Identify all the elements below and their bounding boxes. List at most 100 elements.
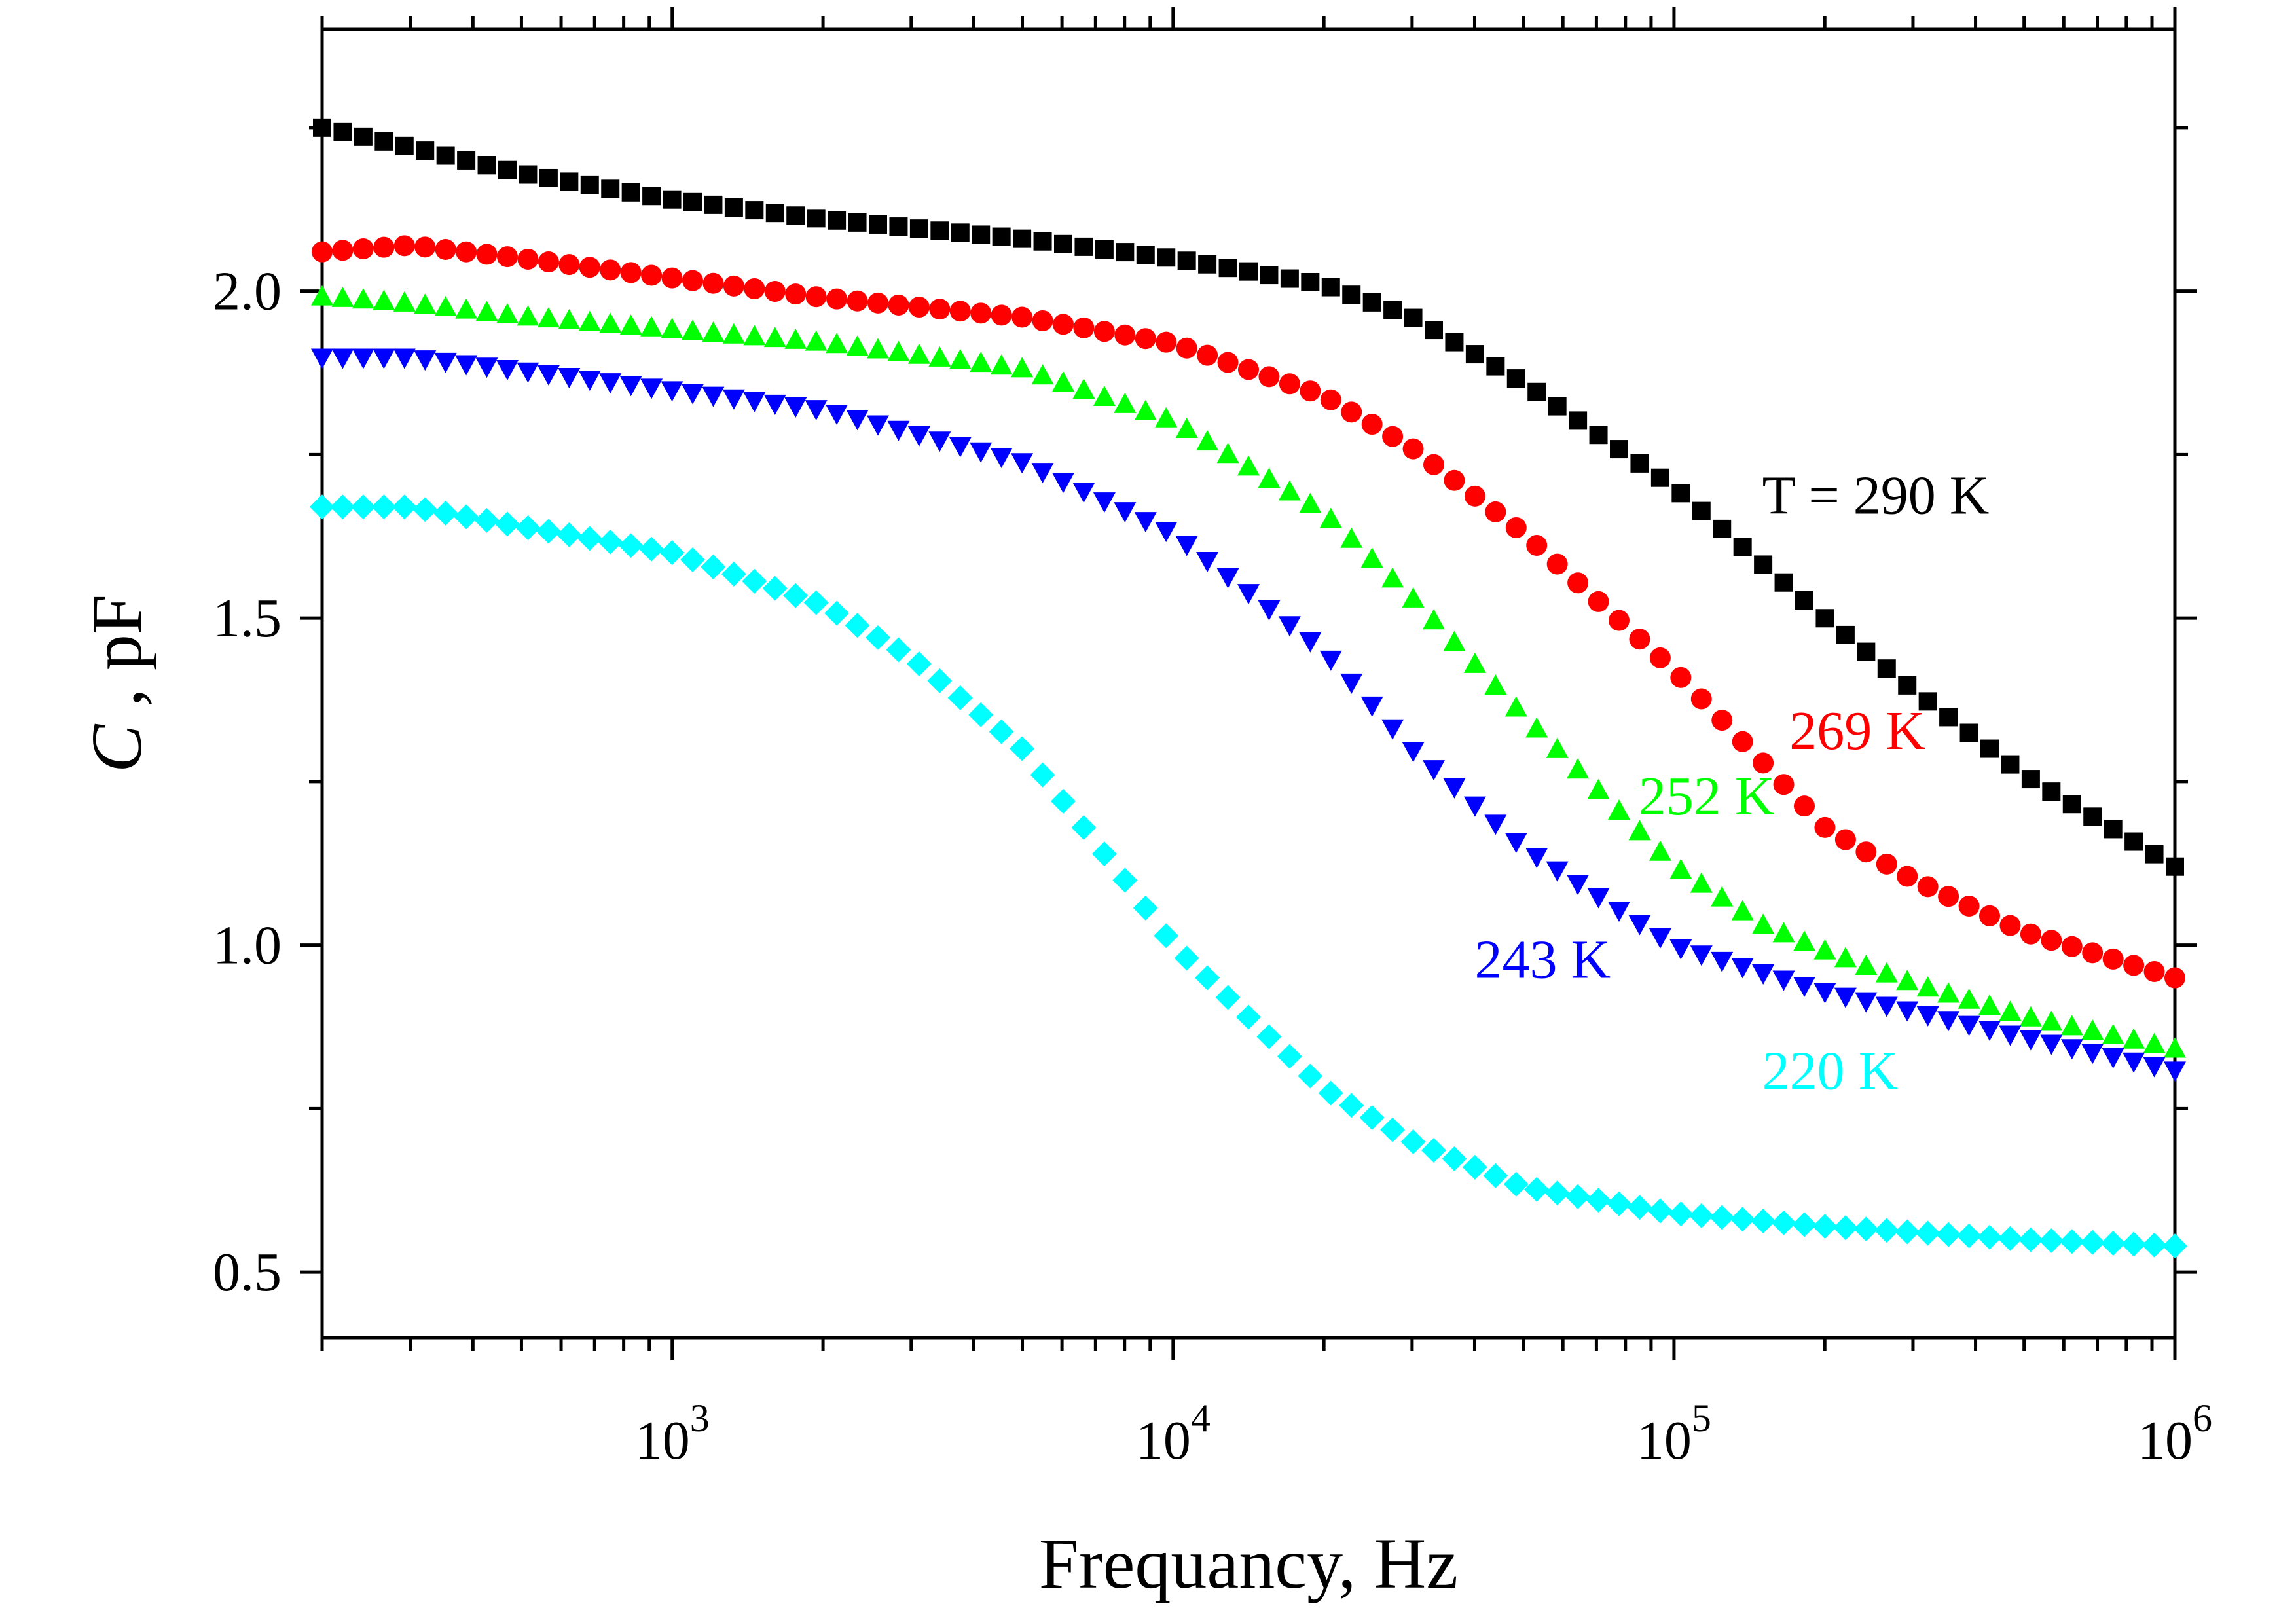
data-point (1215, 985, 1241, 1010)
data-point (1052, 371, 1074, 392)
data-point (1445, 333, 1464, 352)
data-point (1876, 853, 1897, 875)
data-point (1877, 659, 1896, 678)
data-point (371, 494, 397, 520)
data-point (332, 240, 354, 261)
data-point (682, 384, 704, 405)
data-point (352, 288, 374, 309)
data-point (907, 426, 930, 447)
data-point (763, 327, 786, 348)
data-point (373, 289, 395, 310)
y-tick-label: 1.0 (213, 915, 282, 976)
data-point (1485, 501, 1506, 522)
data-point (578, 310, 601, 331)
data-point (1300, 380, 1321, 402)
data-point (1279, 373, 1300, 395)
data-point (1381, 567, 1404, 588)
series-label-1: 269 K (1789, 701, 1925, 761)
data-point (1916, 976, 1939, 997)
data-point (435, 239, 456, 261)
data-point (2164, 1037, 2186, 1058)
data-point (538, 251, 559, 273)
data-point (1853, 1216, 1879, 1242)
data-point (1032, 310, 1053, 331)
data-point (1237, 455, 1260, 476)
data-point (1588, 591, 1609, 612)
data-point (1503, 1171, 1529, 1197)
data-point (1218, 259, 1237, 278)
data-point (1713, 519, 1732, 538)
data-point (2061, 936, 2083, 957)
data-point (1569, 411, 1588, 430)
data-point (663, 190, 682, 209)
data-point (539, 168, 558, 187)
data-point (1342, 285, 1361, 304)
data-point (1836, 625, 1855, 644)
data-point (991, 304, 1012, 326)
data-point (2080, 1230, 2105, 1255)
data-point (1133, 895, 1158, 921)
data-point (1608, 799, 1630, 820)
y-tick-label: 0.5 (213, 1242, 282, 1303)
data-point (826, 288, 848, 310)
data-point (1855, 954, 1878, 975)
data-point (311, 285, 333, 306)
data-point (2166, 857, 2184, 876)
data-point (702, 386, 725, 407)
data-point (2123, 1052, 2145, 1073)
data-point (1650, 468, 1669, 487)
data-point (2081, 1019, 2104, 1040)
x-axis-title: Frequancy, Hz (1039, 1523, 1458, 1603)
data-point (416, 141, 435, 160)
data-point (2042, 782, 2061, 801)
data-point (1054, 234, 1072, 253)
data-point (1010, 736, 1035, 761)
data-point (1544, 1180, 1570, 1206)
data-point (2041, 930, 2062, 951)
data-point (2001, 755, 2020, 774)
data-point (373, 236, 395, 258)
data-point (330, 494, 355, 520)
data-point (556, 522, 582, 547)
data-point (392, 494, 417, 520)
data-point (1589, 426, 1608, 445)
data-point (1999, 915, 2021, 936)
x-tick-label-exponent: 6 (2193, 1396, 2212, 1440)
data-point (659, 540, 685, 566)
data-point (1462, 1154, 1487, 1180)
data-point (2143, 1032, 2166, 1053)
data-point (1298, 1063, 1323, 1089)
data-point (784, 328, 807, 349)
x-tick-label-exponent: 4 (1191, 1396, 1211, 1440)
series-layer (310, 118, 2187, 1259)
data-point (661, 267, 683, 289)
data-point (1443, 778, 1466, 799)
data-point (1834, 829, 1856, 850)
data-point (1237, 584, 1260, 605)
data-point (2040, 1034, 2063, 1055)
data-point (846, 410, 869, 431)
data-point (1299, 632, 1322, 653)
data-point (992, 227, 1011, 246)
data-point (434, 295, 457, 316)
data-point (1857, 642, 1876, 661)
data-point (1915, 1220, 1941, 1246)
data-point (1937, 982, 1960, 1003)
data-point (847, 290, 868, 312)
data-point (683, 192, 702, 211)
data-point (1155, 522, 1178, 543)
data-point (1794, 795, 1815, 817)
data-point (1895, 1219, 1920, 1245)
x-tick-label-base: 10 (1637, 1410, 1692, 1471)
data-point (1587, 778, 1610, 799)
data-point (805, 330, 828, 351)
data-point (1610, 440, 1628, 459)
data-point (1114, 324, 1136, 346)
data-point (1340, 527, 1363, 548)
data-point (1114, 502, 1137, 523)
data-point (1546, 737, 1569, 758)
data-point (1071, 815, 1097, 841)
data-point (2121, 1231, 2147, 1257)
data-point (640, 378, 663, 399)
data-point (1196, 552, 1219, 573)
